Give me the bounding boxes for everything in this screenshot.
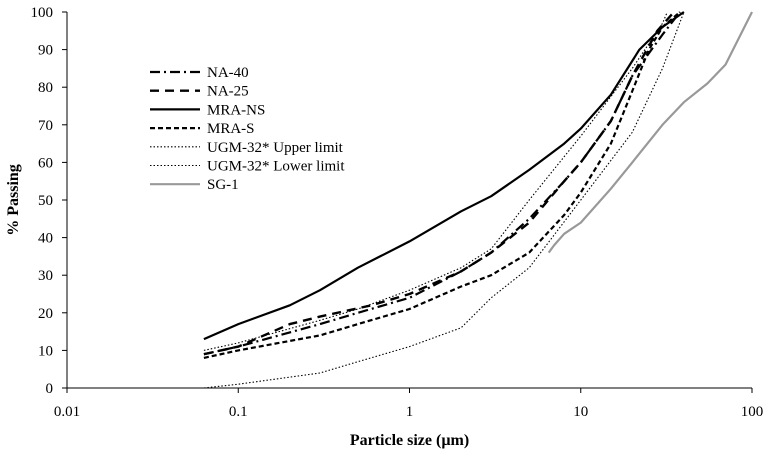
y-tick-label: 70 bbox=[38, 118, 53, 134]
legend-label-na-40: NA-40 bbox=[207, 65, 249, 81]
axes bbox=[66, 12, 752, 389]
y-tick-label: 0 bbox=[46, 381, 54, 397]
series-line-mra-s bbox=[203, 11, 681, 359]
legend: NA-40 NA-25 MRA-NS MRA-S UGM-32* Upper limit… bbox=[150, 65, 345, 193]
y-tick-label: 100 bbox=[31, 5, 54, 21]
series-layer bbox=[203, 11, 753, 389]
series-line-na-40 bbox=[203, 11, 681, 356]
legend-label-sg-1: SG-1 bbox=[207, 177, 239, 193]
legend-label-na-25: NA-25 bbox=[207, 84, 249, 100]
series-line-sg-1 bbox=[547, 11, 753, 254]
legend-label-ugm-32-lower-limit: UGM-32* Lower limit bbox=[207, 159, 345, 175]
legend-label-mra-ns: MRA-NS bbox=[207, 102, 265, 118]
series-line-mra-ns bbox=[203, 11, 685, 341]
legend-label-mra-s: MRA-S bbox=[207, 121, 255, 137]
y-axis-title: % Passing bbox=[5, 164, 22, 236]
x-tick-label: 0.1 bbox=[229, 404, 248, 420]
x-tick-label: 100 bbox=[741, 404, 764, 420]
y-tick-label: 30 bbox=[38, 268, 53, 284]
series-line-na-25 bbox=[203, 11, 675, 356]
x-ticks: 0.01 0.1 1 10 100 bbox=[54, 388, 763, 420]
series-line-ugm-32-lower-limit bbox=[203, 11, 685, 389]
series-line-ugm-32-upper-limit bbox=[203, 11, 668, 351]
x-tick-label: 10 bbox=[573, 404, 588, 420]
x-tick-label: 1 bbox=[406, 404, 414, 420]
legend-label-ugm-32-upper-limit: UGM-32* Upper limit bbox=[207, 140, 344, 156]
x-axis-title: Particle size (µm) bbox=[350, 432, 469, 449]
x-tick-label: 0.01 bbox=[54, 404, 80, 420]
y-tick-label: 80 bbox=[38, 80, 53, 96]
y-tick-label: 60 bbox=[38, 155, 53, 171]
y-tick-label: 10 bbox=[38, 343, 53, 359]
y-tick-label: 50 bbox=[38, 193, 53, 209]
y-tick-label: 20 bbox=[38, 306, 53, 322]
y-tick-label: 40 bbox=[38, 231, 53, 247]
y-ticks: 0 10 20 30 40 50 60 70 80 90 100 bbox=[31, 5, 67, 397]
y-tick-label: 90 bbox=[38, 43, 53, 59]
